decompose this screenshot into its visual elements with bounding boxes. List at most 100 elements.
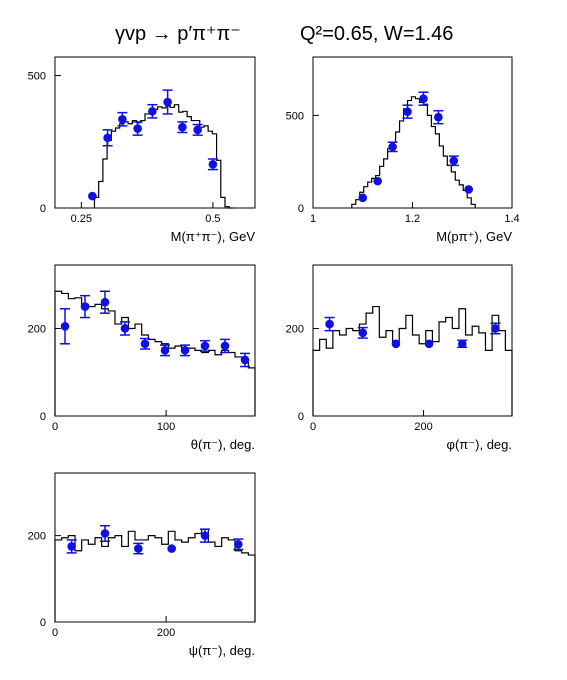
- data-marker: [180, 346, 190, 355]
- data-point: [102, 129, 113, 147]
- data-marker: [200, 531, 210, 540]
- data-point: [373, 176, 382, 186]
- panel-psi: 0 200 0 200 ψ(π⁻), deg.: [28, 472, 256, 658]
- data-marker: [240, 355, 250, 365]
- plot-frame: [54, 56, 256, 209]
- title-reaction: γvp → p′π⁺π⁻: [115, 23, 241, 45]
- data-marker: [118, 114, 127, 124]
- model-histogram: [312, 305, 513, 416]
- figure-title: γvp → p′π⁺π⁻ Q²=0.65, W=1.46: [115, 23, 453, 45]
- data-point: [147, 103, 158, 119]
- data-marker: [160, 346, 170, 355]
- data-point: [140, 337, 150, 350]
- data-marker: [67, 542, 76, 551]
- plot-frame: [312, 264, 513, 417]
- data-point: [162, 89, 173, 115]
- data-point: [324, 316, 335, 332]
- data-marker: [424, 339, 434, 349]
- data-marker: [100, 297, 110, 307]
- data-marker: [60, 321, 70, 331]
- data-point: [100, 290, 110, 314]
- data-marker: [133, 124, 142, 133]
- data-point: [200, 528, 210, 543]
- data-point: [490, 322, 501, 335]
- x-tick-label: 1.2: [405, 213, 420, 225]
- x-axis-label: M(pπ⁺), GeV: [436, 229, 512, 244]
- x-tick-label: 0: [52, 421, 58, 433]
- data-point: [132, 121, 143, 136]
- data-point: [60, 308, 70, 345]
- data-marker: [434, 112, 443, 122]
- data-marker: [103, 133, 112, 143]
- data-marker: [120, 324, 130, 333]
- data-marker: [80, 302, 90, 311]
- data-point: [220, 338, 230, 354]
- data-point: [240, 352, 250, 368]
- data-marker: [208, 159, 218, 169]
- data-point: [200, 339, 210, 352]
- data-marker: [140, 339, 150, 349]
- model-histogram: [351, 96, 476, 208]
- panel-m_ppip: 1 1.2 1.4 0 500 M(pπ⁺), GeV: [286, 56, 520, 244]
- y-tick-label: 500: [286, 110, 304, 122]
- plot-frame: [312, 56, 513, 209]
- data-marker: [134, 544, 143, 553]
- title-kinematics: Q²=0.65, W=1.46: [300, 23, 453, 45]
- data-marker: [88, 191, 97, 201]
- panel-theta: 0 100 0 200 θ(π⁻), deg.: [28, 264, 256, 452]
- data-marker: [388, 142, 397, 152]
- panel-phi: 0 200 0 200 φ(π⁻), deg.: [286, 264, 513, 452]
- x-axis-label: θ(π⁻), deg.: [191, 437, 255, 452]
- data-point: [433, 109, 444, 125]
- x-tick-label: 0.25: [71, 213, 92, 225]
- y-tick-label: 200: [286, 323, 304, 335]
- data-point: [448, 155, 459, 167]
- model-histogram: [93, 104, 234, 209]
- x-tick-label: 200: [157, 627, 175, 639]
- x-tick-label: 1.4: [504, 213, 519, 225]
- data-marker: [373, 176, 382, 186]
- y-tick-label: 500: [28, 71, 46, 83]
- x-tick-label: 100: [157, 421, 175, 433]
- data-point: [192, 123, 203, 136]
- data-marker: [148, 107, 157, 116]
- data-marker: [193, 125, 202, 135]
- data-point: [358, 193, 368, 203]
- data-point: [117, 111, 128, 127]
- data-marker: [491, 324, 500, 333]
- data-marker: [358, 193, 368, 203]
- x-axis-label: φ(π⁻), deg.: [447, 437, 512, 452]
- x-tick-label: 0.5: [205, 213, 220, 225]
- data-point: [180, 344, 190, 357]
- data-marker: [419, 94, 428, 103]
- panels: 0.25 0.5 0 500 M(π⁺π⁻), GeV 1 1.2 1.4 0 500 M(pπ⁺)…: [28, 56, 520, 658]
- data-marker: [167, 544, 176, 553]
- x-tick-label: 0: [52, 627, 58, 639]
- data-marker: [325, 319, 334, 329]
- y-tick-label: 0: [40, 203, 46, 215]
- data-marker: [391, 339, 401, 349]
- data-point: [233, 538, 244, 551]
- data-marker: [200, 341, 210, 351]
- data-marker: [358, 328, 368, 338]
- data-point: [160, 344, 170, 357]
- data-point: [424, 339, 434, 349]
- data-marker: [234, 539, 243, 549]
- plot-frame: [54, 472, 256, 623]
- data-point: [357, 326, 368, 339]
- data-point: [418, 91, 429, 106]
- data-marker: [464, 185, 474, 194]
- x-tick-label: 1: [310, 213, 316, 225]
- data-point: [402, 104, 413, 119]
- y-tick-label: 200: [28, 323, 46, 335]
- y-tick-label: 0: [298, 411, 304, 423]
- data-point: [66, 539, 77, 554]
- panel-m_pipi: 0.25 0.5 0 500 M(π⁺π⁻), GeV: [28, 56, 256, 244]
- x-tick-label: 200: [414, 421, 432, 433]
- data-point: [207, 158, 218, 171]
- y-tick-label: 200: [28, 531, 46, 543]
- data-marker: [163, 97, 172, 107]
- data-marker: [457, 339, 467, 349]
- data-point: [80, 294, 90, 319]
- data-point: [100, 524, 110, 542]
